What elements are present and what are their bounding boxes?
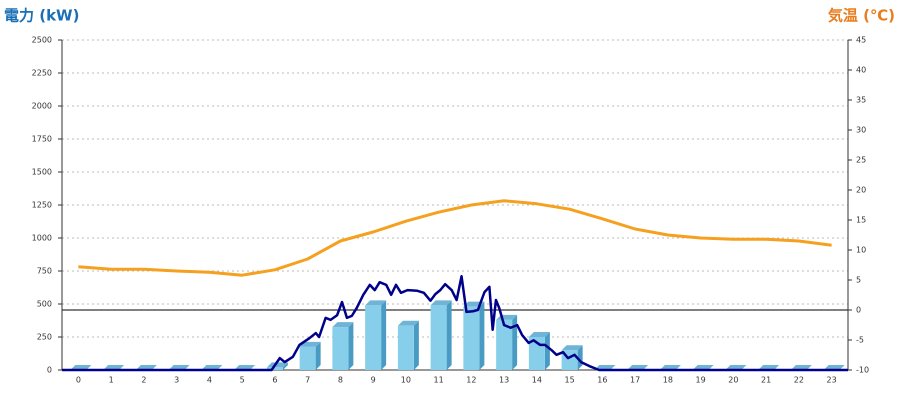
bar-face [282, 362, 288, 370]
bar-face [430, 305, 447, 370]
y2-tick-label: 25 [856, 156, 866, 165]
y2-axis-label: 気温 (℃) [828, 7, 895, 25]
bar [561, 345, 583, 370]
y-tick-label: 250 [37, 333, 52, 342]
x-tick-label: 3 [174, 376, 179, 385]
y-axis-label: 電力 (kW) [4, 7, 79, 25]
y-tick-label: 1750 [32, 135, 52, 144]
x-tick-label: 18 [663, 376, 673, 385]
bar-face [397, 325, 414, 370]
bar-face [463, 306, 480, 370]
bar-face [299, 341, 321, 347]
x-tick-label: 9 [371, 376, 376, 385]
bar-face [332, 327, 349, 370]
x-tick-label: 17 [630, 376, 640, 385]
x-tick-label: 23 [827, 376, 837, 385]
y2-tick-label: 10 [856, 246, 866, 255]
bar-face [266, 367, 283, 370]
bar-face [577, 345, 583, 370]
x-tick-label: 6 [272, 376, 277, 385]
y2-tick-label: 40 [856, 66, 866, 75]
y2-tick-label: 20 [856, 186, 866, 195]
x-tick-label: 16 [597, 376, 607, 385]
x-tick-label: 14 [532, 376, 542, 385]
x-tick-label: 8 [338, 376, 343, 385]
x-tick-label: 11 [434, 376, 444, 385]
bar-face [381, 300, 387, 370]
y2-tick-label: -5 [856, 336, 864, 345]
bar [496, 314, 518, 370]
bar-face [315, 341, 321, 370]
bar-face [496, 319, 513, 370]
x-tick-label: 1 [109, 376, 114, 385]
bar [299, 341, 321, 370]
bar-face [397, 320, 419, 326]
x-tick-label: 19 [696, 376, 706, 385]
y2-tick-label: 15 [856, 216, 866, 225]
line [62, 275, 848, 372]
bar-face [528, 332, 550, 337]
bar [365, 300, 387, 370]
x-tick-label: 13 [499, 376, 509, 385]
bar-face [479, 301, 485, 370]
bar-face [413, 320, 419, 370]
x-tick-label: 12 [466, 376, 476, 385]
x-tick-label: 10 [401, 376, 411, 385]
bar-face [544, 332, 550, 370]
bar-face [446, 300, 452, 370]
bar [266, 362, 288, 370]
x-tick-label: 0 [76, 376, 81, 385]
bar-face [299, 346, 316, 370]
y-tick-label: 1250 [32, 201, 52, 210]
bar [332, 322, 354, 370]
bar-face [430, 300, 452, 306]
y-tick-label: 2500 [32, 36, 52, 45]
y2-tick-label: 45 [856, 36, 866, 45]
y2-tick-label: 5 [856, 276, 861, 285]
bar-face [365, 305, 382, 370]
bar-face [348, 322, 354, 370]
line [78, 199, 832, 277]
y-tick-label: 2250 [32, 69, 52, 78]
bar [528, 332, 550, 370]
y-tick-label: 2000 [32, 102, 52, 111]
x-tick-label: 22 [794, 376, 804, 385]
bar-face [365, 300, 387, 306]
x-tick-label: 7 [305, 376, 310, 385]
x-tick-label: 5 [240, 376, 245, 385]
bar-face [332, 322, 354, 328]
y-tick-label: 500 [37, 300, 52, 309]
y2-tick-label: -10 [856, 366, 869, 375]
y-tick-label: 750 [37, 267, 52, 276]
y2-tick-label: 0 [856, 306, 861, 315]
x-tick-label: 15 [565, 376, 575, 385]
x-tick-label: 21 [761, 376, 771, 385]
y2-tick-label: 35 [856, 96, 866, 105]
y2-tick-label: 30 [856, 126, 866, 135]
bar [397, 320, 419, 370]
y-tick-label: 1500 [32, 168, 52, 177]
y-tick-label: 0 [47, 366, 52, 375]
bar-face [266, 362, 288, 368]
x-tick-label: 4 [207, 376, 212, 385]
y-tick-label: 1000 [32, 234, 52, 243]
bar-face [561, 345, 583, 351]
bar-face [512, 314, 518, 370]
bar [430, 300, 452, 370]
x-tick-label: 20 [728, 376, 738, 385]
x-tick-label: 2 [141, 376, 146, 385]
